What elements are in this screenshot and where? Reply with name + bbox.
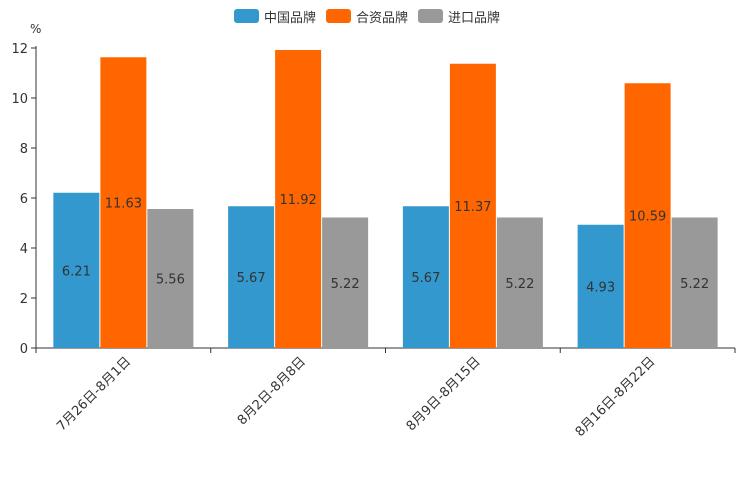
data-label: 5.56 (156, 273, 185, 288)
data-label: 4.93 (586, 280, 615, 295)
data-label: 5.22 (680, 277, 709, 292)
x-tick-label: 7月26日-8月1日 (54, 354, 134, 434)
x-tick-label: 8月9日-8月15日 (404, 354, 484, 434)
bar-3-2[interactable] (322, 217, 369, 349)
legend-swatch-china-brand (234, 9, 259, 23)
legend-label-imported-brand: 进口品牌 (448, 10, 501, 26)
data-label: 5.22 (505, 277, 534, 292)
legend-swatch-imported-brand (418, 9, 444, 23)
data-label: 11.92 (280, 193, 317, 208)
bar-2-2[interactable] (275, 50, 322, 348)
bar-2-4[interactable] (624, 83, 671, 348)
x-tick-label: 8月2日-8月8日 (235, 354, 309, 428)
y-tick-label: 0 (20, 342, 28, 357)
y-tick-label: 12 (11, 42, 28, 57)
legend-swatch-joint-venture-brand (326, 9, 352, 23)
bar-1-4[interactable] (577, 224, 624, 348)
y-tick-label: 10 (11, 92, 28, 107)
data-label: 5.67 (237, 271, 266, 286)
legend-item-joint-venture-brand[interactable]: 合资品牌 (326, 7, 408, 26)
y-tick-label: 2 (20, 292, 28, 307)
legend-item-china-brand[interactable]: 中国品牌 (234, 7, 316, 26)
data-label: 5.67 (411, 271, 440, 286)
data-label: 5.22 (331, 277, 360, 292)
data-label: 11.63 (105, 197, 142, 212)
legend-label-joint-venture-brand: 合资品牌 (356, 10, 409, 26)
x-tick-label: 8月16日-8月22日 (573, 354, 659, 440)
y-tick-label: 8 (20, 142, 28, 157)
bar-2-3[interactable] (449, 63, 496, 348)
data-label: 10.59 (629, 210, 666, 225)
bar-1-1[interactable] (53, 192, 100, 348)
bar-3-4[interactable] (671, 217, 718, 349)
bar-3-1[interactable] (147, 209, 194, 348)
y-tick-label: 6 (20, 192, 28, 207)
bar-2-1[interactable] (100, 57, 147, 348)
bar-1-2[interactable] (228, 206, 275, 348)
y-axis-unit-label: % (30, 22, 42, 36)
bar-3-3[interactable] (496, 217, 543, 349)
legend-label-china-brand: 中国品牌 (264, 10, 317, 26)
data-label: 11.37 (454, 200, 491, 215)
bar-1-3[interactable] (402, 206, 449, 348)
legend: 中国品牌 合资品牌 进口品牌 (234, 6, 510, 26)
y-tick-label: 4 (20, 242, 28, 257)
data-label: 6.21 (62, 264, 91, 279)
legend-item-imported-brand[interactable]: 进口品牌 (418, 7, 500, 26)
